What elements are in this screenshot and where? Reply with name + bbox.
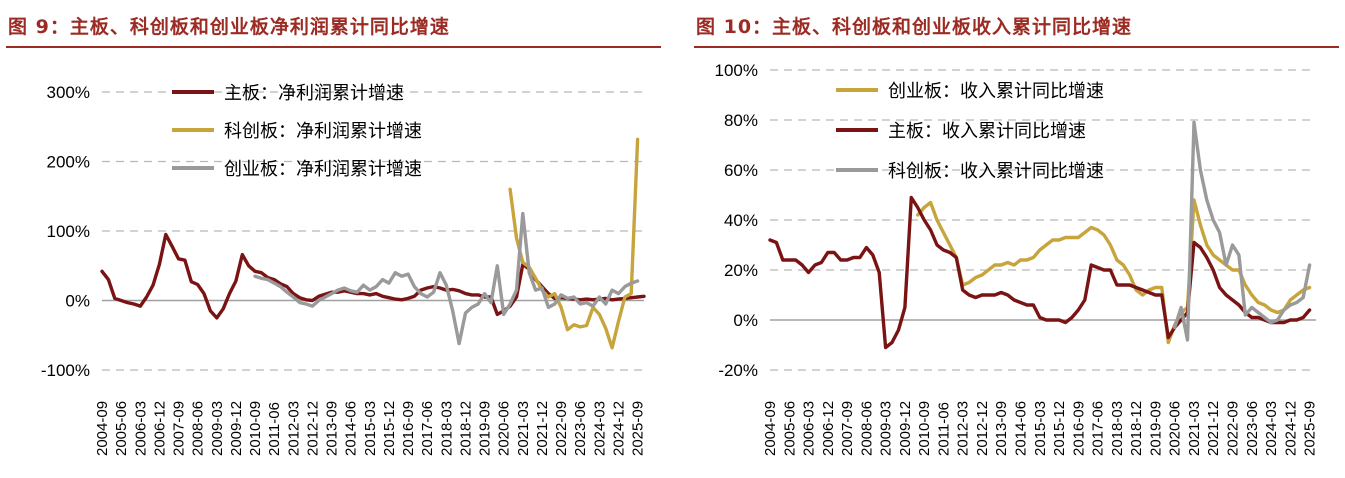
x-tick-label: 2012-12 [974, 401, 991, 456]
x-tick-label: 2015-03 [1032, 401, 1049, 456]
legend-label: 主板：净利润累计增速 [224, 83, 404, 104]
x-tick-label: 2013-09 [993, 401, 1010, 456]
y-tick-label: 0% [733, 311, 758, 330]
x-tick-label: 2018-03 [1109, 401, 1126, 456]
x-tick-label: 2021-12 [534, 401, 551, 456]
y-tick-label: 200% [47, 153, 90, 172]
title-rule [694, 46, 1339, 48]
x-tick-label: 2009-03 [209, 401, 226, 456]
x-tick-label: 2018-03 [438, 401, 455, 456]
legend-label: 科创板：净利润累计增速 [224, 121, 422, 142]
x-tick-label: 2014-06 [343, 401, 360, 456]
x-tick-label: 2017-06 [1090, 401, 1107, 456]
x-tick-label: 2006-03 [132, 401, 149, 456]
x-tick-label: 2009-12 [228, 401, 245, 456]
x-tick-label: 2008-06 [858, 401, 875, 456]
revenue-chart: -20%0%20%40%60%80%100%2004-09 2005-06 2006… [715, 61, 1319, 456]
x-tick-label: 2004-09 [762, 401, 779, 456]
x-tick-label: 2014-06 [1013, 401, 1030, 456]
x-tick-label: 2016-09 [400, 401, 417, 456]
x-tick-label: 2020-06 [1167, 401, 1184, 456]
net-profit-chart: -100% 0% 100% 200% 300% 2004-09 2005-06 2006-03… [41, 83, 647, 456]
x-tick-label: 2021-03 [515, 401, 532, 456]
x-tick-label: 2012-03 [285, 401, 302, 456]
x-tick-label: 2011-06 [266, 402, 283, 456]
x-tick-label: 2018-12 [1128, 401, 1145, 456]
x-tick-label: 2010-09 [247, 401, 264, 456]
title-rule [6, 46, 661, 48]
x-tick-label: 2007-09 [171, 401, 188, 456]
y-tick-label: 300% [47, 83, 90, 102]
y-tick-label: 100% [715, 61, 758, 80]
x-tick-label: 2016-09 [1070, 401, 1087, 456]
series-line [1173, 120, 1312, 342]
y-tick-label: 60% [724, 161, 758, 180]
x-tick-label: 2009-12 [897, 401, 914, 456]
x-tick-label: 2015-03 [362, 401, 379, 456]
x-tick-label: 2004-09 [94, 401, 111, 456]
chart-title: 图 9：主板、科创板和创业板净利润累计同比增速 [8, 16, 450, 38]
legend-label: 科创板：收入累计同比增速 [888, 161, 1104, 182]
x-tick-label: 2006-12 [151, 401, 168, 456]
legend-label: 创业板：净利润累计增速 [224, 159, 422, 180]
x-tick-label: 2012-12 [304, 401, 321, 456]
x-tick-label: 2021-03 [1186, 401, 1203, 456]
x-tick-label: 2007-09 [839, 401, 856, 456]
x-tick-label: 2024-12 [610, 401, 627, 456]
x-tick-label: 2013-09 [324, 401, 341, 456]
x-tick-label: 2024-03 [1263, 401, 1280, 456]
x-tick-label: 2019-09 [1147, 401, 1164, 456]
y-tick-label: 80% [724, 111, 758, 130]
x-tick-label: 2015-12 [381, 401, 398, 456]
x-tick-label: 2005-06 [781, 401, 798, 456]
x-tick-label: 2021-12 [1205, 401, 1222, 456]
x-tick-label: 2012-03 [955, 401, 972, 456]
x-tick-label: 2011-06 [935, 402, 952, 456]
y-tick-label: -20% [718, 361, 758, 380]
y-tick-label: 40% [724, 211, 758, 230]
x-tick-label: 2019-09 [477, 401, 494, 456]
y-tick-label: -100% [41, 361, 90, 380]
x-tick-label: 2010-09 [916, 401, 933, 456]
series-line [508, 137, 640, 350]
x-tick-label: 2009-03 [878, 401, 895, 456]
x-tick-label: 2006-12 [820, 401, 837, 456]
y-tick-label: 100% [47, 222, 90, 241]
y-tick-label: 20% [724, 261, 758, 280]
series-line [916, 198, 1312, 345]
x-tick-label: 2017-06 [419, 401, 436, 456]
x-tick-label: 2023-06 [1244, 401, 1261, 456]
chart-panel-net-profit: 图 9：主板、科创板和创业板净利润累计同比增速 -100% 0% 100% 200% 3… [0, 0, 665, 478]
x-tick-label: 2005-06 [113, 401, 130, 456]
legend-label: 主板：收入累计同比增速 [888, 121, 1086, 142]
series-line [768, 195, 1312, 350]
x-tick-label: 2020-06 [496, 401, 513, 456]
x-tick-label: 2018-12 [457, 401, 474, 456]
series-line [253, 211, 640, 346]
x-tick-label: 2022-09 [1224, 401, 1241, 456]
x-tick-label: 2023-06 [572, 401, 589, 456]
x-tick-label: 2008-06 [190, 401, 207, 456]
x-tick-label: 2025-09 [1302, 401, 1319, 456]
series-line [100, 232, 646, 320]
y-tick-label: 0% [65, 292, 90, 311]
chart-panel-revenue: 图 10：主板、科创板和创业板收入累计同比增速 -20% 0% 20% 40% 60% 8… [688, 0, 1345, 478]
x-tick-label: 2006-03 [801, 401, 818, 456]
x-tick-label: 2024-12 [1282, 401, 1299, 456]
x-tick-label: 2022-09 [553, 401, 570, 456]
x-tick-label: 2025-09 [630, 401, 647, 456]
chart-title: 图 10：主板、科创板和创业板收入累计同比增速 [696, 16, 1133, 38]
legend-label: 创业板：收入累计同比增速 [888, 81, 1104, 102]
x-tick-label: 2015-12 [1051, 401, 1068, 456]
x-tick-label: 2024-03 [591, 401, 608, 456]
